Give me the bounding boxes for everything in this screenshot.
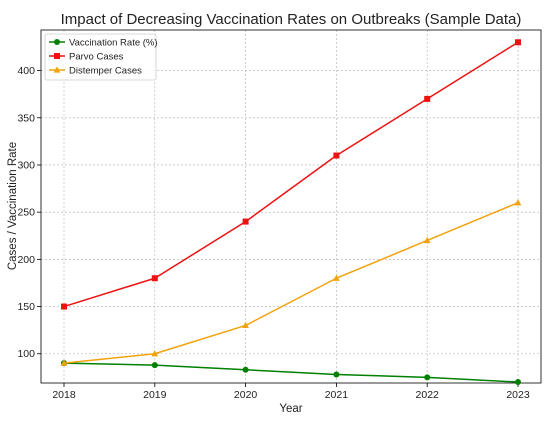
- y-tick-label: 200: [17, 254, 35, 266]
- y-tick-label: 100: [17, 348, 35, 360]
- legend-swatch-marker: [54, 39, 60, 45]
- plot-frame: [40, 29, 542, 384]
- parvo-cases-point: [515, 39, 521, 46]
- x-axis-label: Year: [279, 403, 302, 415]
- parvo-cases-line: [63, 41, 519, 308]
- vaccination-rate-series: [61, 360, 521, 386]
- vaccination-rate-point: [242, 366, 249, 373]
- vaccination-rate-point: [151, 362, 158, 369]
- legend-item: Vaccination Rate (%): [49, 38, 158, 49]
- legend-item: Parvo Cases: [49, 52, 124, 63]
- vaccination-rate-point: [333, 371, 340, 378]
- legend-item: Distemper Cases: [49, 66, 142, 77]
- vaccination-rate-point: [424, 374, 431, 381]
- vaccination-rate-line: [63, 362, 519, 383]
- x-tick-label: 2023: [506, 389, 530, 401]
- grid-layer: [41, 30, 541, 383]
- y-tick-label: 350: [17, 112, 35, 124]
- x-tick-label: 2018: [52, 389, 76, 401]
- legend-box: [44, 33, 157, 81]
- parvo-cases-series: [61, 39, 521, 310]
- series-layer: [60, 39, 522, 386]
- distemper-cases-point: [514, 199, 522, 206]
- parvo-cases-point: [424, 95, 431, 102]
- y-tick-label: 300: [17, 159, 35, 171]
- distemper-cases-point: [423, 236, 431, 244]
- x-tick-label: 2022: [416, 389, 440, 401]
- distemper-cases-point: [242, 321, 249, 329]
- y-axis-label: Cases / Vaccination Rate: [7, 142, 19, 270]
- legend-swatch-marker: [53, 66, 61, 73]
- parvo-cases-point: [151, 275, 158, 282]
- legend-label: Parvo Cases: [69, 52, 124, 63]
- parvo-cases-point: [242, 218, 249, 225]
- y-tick-label: 250: [17, 207, 35, 219]
- x-tick-label: 2019: [143, 389, 167, 401]
- x-tick-label: 2021: [325, 389, 349, 401]
- legend-swatch-marker: [54, 53, 60, 59]
- distemper-cases-line: [63, 202, 519, 364]
- distemper-cases-point: [333, 274, 340, 281]
- x-tick-label: 2020: [234, 389, 258, 401]
- parvo-cases-point: [333, 152, 340, 159]
- distemper-cases-point: [60, 359, 68, 366]
- distemper-cases-series: [60, 199, 522, 366]
- vaccination-rate-point: [515, 379, 521, 386]
- legend: Vaccination Rate (%) Parvo Cases Distemper…: [44, 33, 158, 81]
- y-tick-label: 150: [17, 301, 35, 313]
- y-axis-ticks: 100 150 200 250 300 350 400: [17, 65, 41, 360]
- distemper-cases-point: [151, 350, 159, 357]
- parvo-cases-point: [61, 303, 67, 310]
- legend-label: Vaccination Rate (%): [69, 38, 158, 49]
- x-axis-ticks: 2018 2019 2020 2021 2022 2023: [52, 383, 530, 401]
- y-tick-label: 400: [17, 65, 35, 77]
- legend-label: Distemper Cases: [69, 66, 142, 77]
- chart-title: Impact of Decreasing Vaccination Rates o…: [61, 11, 522, 28]
